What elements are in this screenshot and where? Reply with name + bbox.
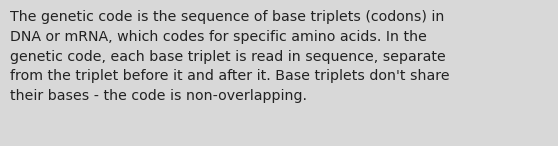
Text: The genetic code is the sequence of base triplets (codons) in
DNA or mRNA, which: The genetic code is the sequence of base… xyxy=(10,10,450,103)
